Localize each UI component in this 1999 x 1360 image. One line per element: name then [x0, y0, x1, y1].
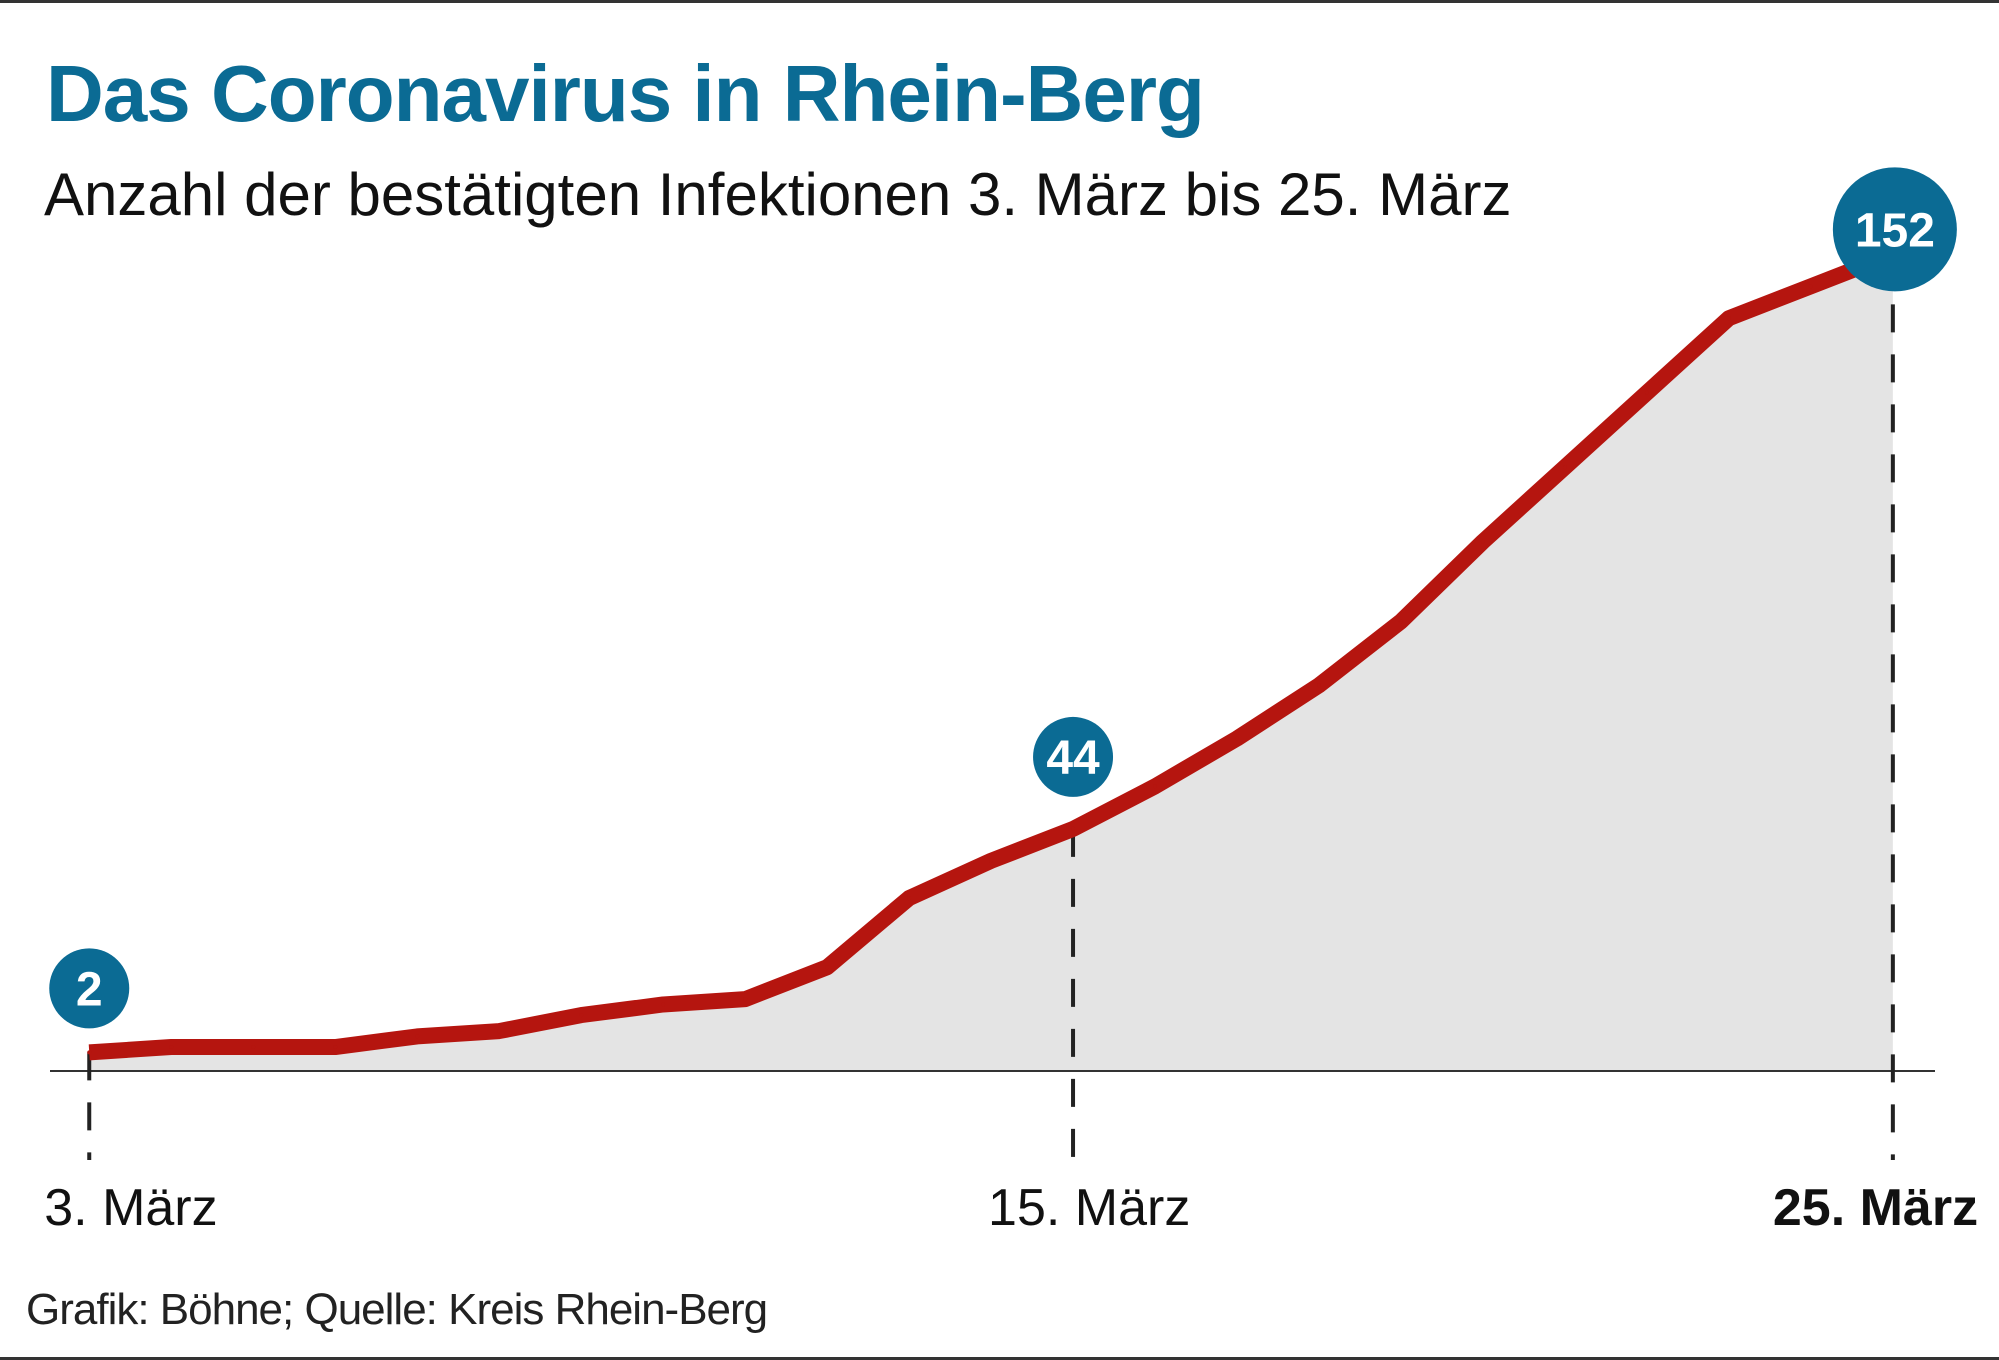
value-bubble — [1832, 167, 1957, 292]
data-point — [1235, 736, 1240, 741]
data-point — [169, 1045, 174, 1050]
data-point — [87, 1050, 92, 1055]
x-tick-label: 3. März — [44, 1179, 217, 1237]
chart-title: Das Coronavirus in Rhein-Berg — [46, 49, 1205, 138]
data-point — [579, 1013, 584, 1018]
value-bubble — [49, 948, 130, 1029]
data-point — [333, 1045, 338, 1050]
chart-subtitle: Anzahl der bestätigten Infektionen 3. Mä… — [44, 161, 1512, 228]
value-bubble — [1033, 716, 1114, 797]
data-point — [825, 965, 830, 970]
data-point — [1562, 465, 1567, 470]
data-point — [743, 997, 748, 1002]
data-point — [1316, 683, 1321, 688]
value-bubble-label: 44 — [1046, 732, 1100, 785]
data-point — [1644, 390, 1649, 395]
data-point — [907, 896, 912, 901]
data-point — [661, 1002, 666, 1007]
data-point — [1808, 284, 1813, 289]
data-point — [989, 858, 994, 863]
x-tick-label: 15. März — [988, 1179, 1190, 1237]
value-bubble-label: 2 — [76, 963, 103, 1016]
data-point — [1071, 826, 1076, 831]
area-fill — [89, 254, 1893, 1072]
data-point — [251, 1045, 256, 1050]
data-point — [1726, 316, 1731, 321]
value-bubble-label: 152 — [1855, 204, 1935, 257]
x-tick-label: 25. März — [1773, 1179, 1978, 1237]
data-point — [1153, 784, 1158, 789]
data-point — [1398, 619, 1403, 624]
source-credit: Grafik: Böhne; Quelle: Kreis Rhein-Berg — [26, 1285, 768, 1334]
data-point — [415, 1034, 420, 1039]
data-point — [1480, 539, 1485, 544]
data-point — [497, 1029, 502, 1034]
